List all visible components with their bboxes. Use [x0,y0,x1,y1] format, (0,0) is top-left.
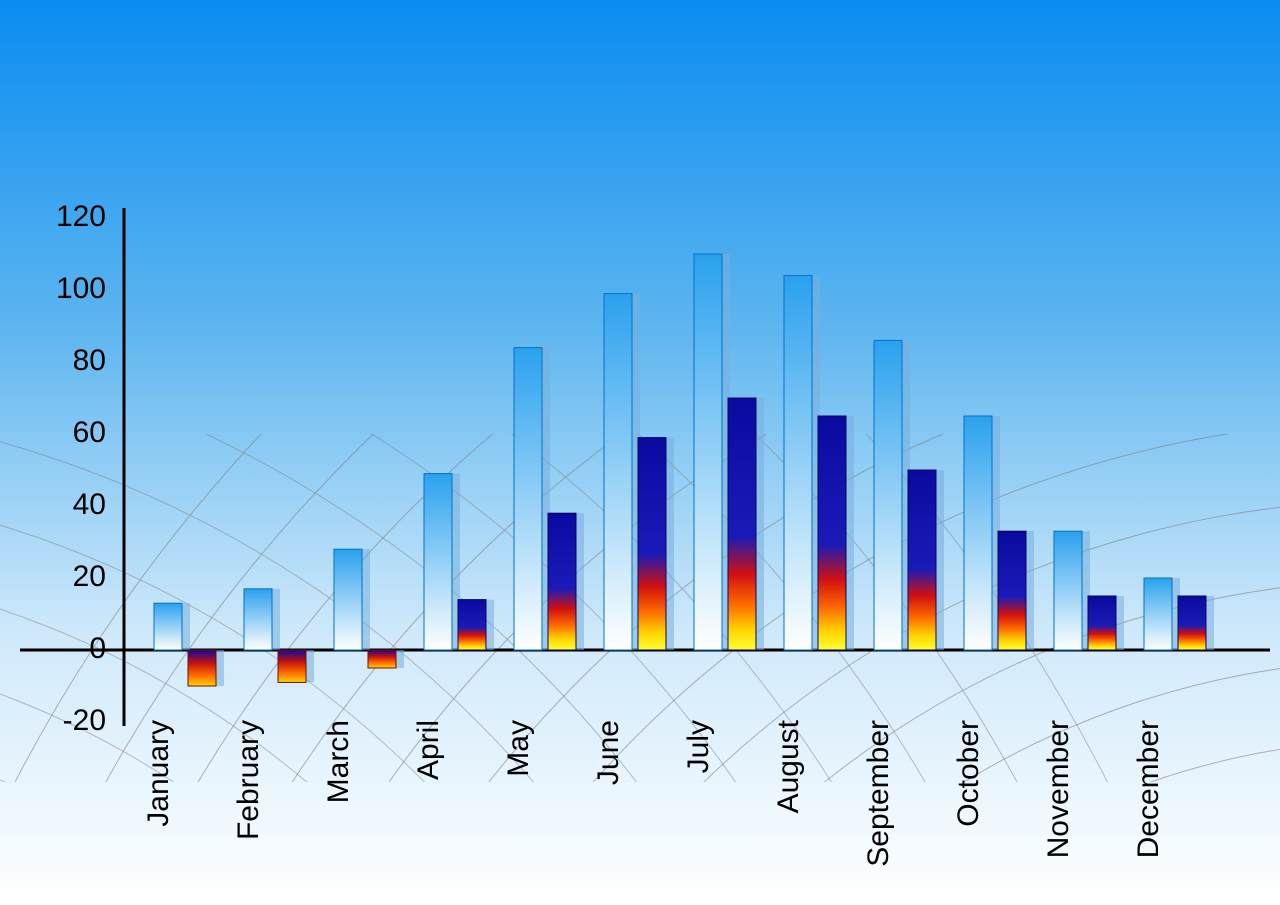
x-tick-label: February [232,720,265,840]
x-tick-label: October [952,720,985,827]
bar-secondary [908,470,936,650]
bar-primary [514,348,542,650]
bar-secondary [188,650,216,686]
y-tick-label: 120 [56,200,106,233]
x-tick-label: June [592,720,625,785]
bar-secondary [548,513,576,650]
y-tick-label: 0 [89,632,106,665]
x-tick-label: December [1132,720,1165,858]
monthly-bar-chart: -20 0 20 40 60 80 100 120 January February March A… [0,0,1280,905]
x-tick-label: September [862,720,895,867]
bar-primary [784,276,812,650]
bar-primary [874,340,902,650]
x-tick-label: November [1042,720,1075,858]
bar-secondary [1178,596,1206,650]
y-tick-label: 60 [73,416,106,449]
x-tick-label: August [772,719,805,813]
bar-primary [244,589,272,650]
bar-primary [1144,578,1172,650]
bar-secondary [458,600,486,650]
x-tick-label: March [322,720,355,803]
bar-primary [604,294,632,650]
bar-primary [154,603,182,650]
bar-secondary [1088,596,1116,650]
bar-secondary [728,398,756,650]
bar-secondary [818,416,846,650]
y-tick-label: -20 [63,704,106,737]
bar-secondary [278,650,306,682]
y-tick-label: 100 [56,272,106,305]
bar-primary [1054,531,1082,650]
bar-secondary [638,438,666,650]
x-tick-label: April [412,720,445,780]
bar-primary [694,254,722,650]
bar-secondary [998,531,1026,650]
y-tick-label: 20 [73,560,106,593]
y-tick-label: 80 [73,344,106,377]
bar-secondary [368,650,396,668]
x-tick-label: July [682,720,715,773]
bar-primary [964,416,992,650]
chart-container: -20 0 20 40 60 80 100 120 January February March A… [0,0,1280,905]
y-tick-label: 40 [73,488,106,521]
x-tick-label: January [142,720,175,827]
bar-primary [424,474,452,650]
bar-primary [334,549,362,650]
x-tick-label: May [502,720,535,777]
